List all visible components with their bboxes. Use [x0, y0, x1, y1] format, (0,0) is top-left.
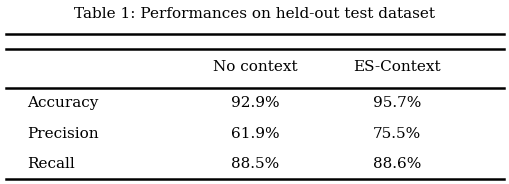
Text: Accuracy: Accuracy	[26, 96, 98, 110]
Text: 88.5%: 88.5%	[231, 157, 278, 171]
Text: 95.7%: 95.7%	[372, 96, 420, 110]
Text: No context: No context	[212, 60, 297, 74]
Text: 92.9%: 92.9%	[230, 96, 279, 110]
Text: ES-Context: ES-Context	[353, 60, 440, 74]
Text: Recall: Recall	[26, 157, 74, 171]
Text: 75.5%: 75.5%	[372, 127, 420, 141]
Text: 61.9%: 61.9%	[230, 127, 279, 141]
Text: 88.6%: 88.6%	[372, 157, 420, 171]
Text: Precision: Precision	[26, 127, 98, 141]
Text: Table 1: Performances on held-out test dataset: Table 1: Performances on held-out test d…	[74, 7, 435, 21]
